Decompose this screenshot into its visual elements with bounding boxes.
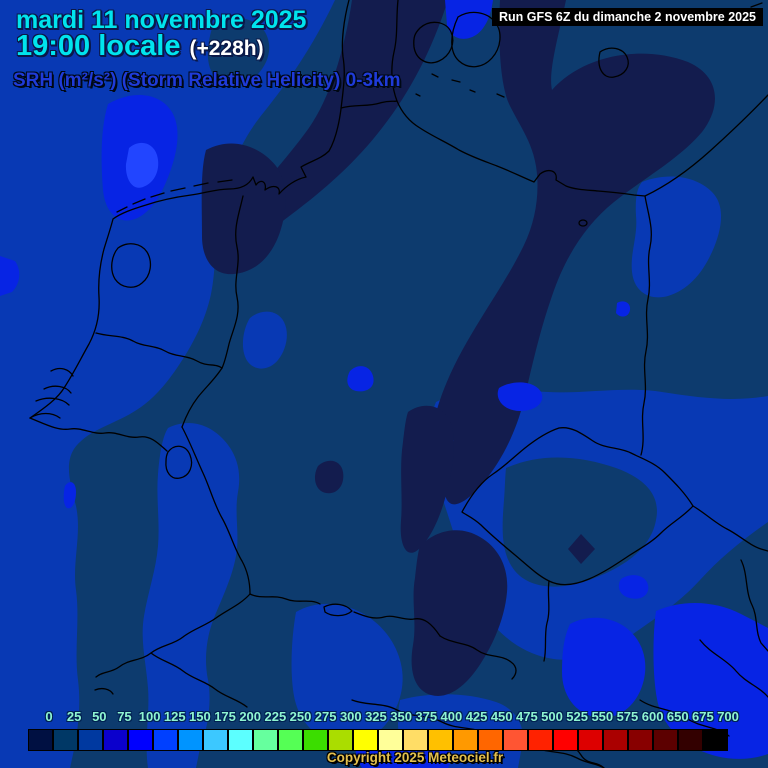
srh-band-0-25 [201, 0, 715, 696]
colorbar-swatch-100 [128, 729, 153, 751]
colorbar-label-250: 250 [289, 709, 312, 724]
forecast-offset: (+228h) [189, 37, 264, 60]
colorbar-swatch-575 [603, 729, 628, 751]
colorbar-swatch-675 [678, 729, 703, 751]
colorbar-label-75: 75 [117, 709, 132, 724]
colorbar-label-500: 500 [541, 709, 563, 724]
islands-and-lakes [29, 2, 763, 695]
colorbar-labels: 0 25 50 75 100 125 150 175 200 225 250 275 300 325 350… [0, 709, 768, 727]
colorbar-swatch-300 [328, 729, 353, 751]
colorbar-swatch-500 [528, 729, 553, 751]
colorbar-swatch-125 [153, 729, 178, 751]
parameter-label: SRH (m²/s²) (Storm Relative Helicity) 0-… [13, 70, 401, 91]
colorbar-label-375: 375 [415, 709, 438, 724]
colorbar-swatch-550 [578, 729, 603, 751]
colorbar-label-425: 425 [465, 709, 488, 724]
colorbar-swatch-200 [228, 729, 253, 751]
colorbar-label-575: 575 [616, 709, 639, 724]
colorbar-swatch-375 [403, 729, 428, 751]
colorbar-swatch-700 [703, 729, 728, 751]
attribution: Copyright 2025 Meteociel.fr [326, 750, 504, 765]
local-time: 19:00 locale [16, 30, 181, 62]
colorbar-swatch-650 [653, 729, 678, 751]
colorbar-swatch-250 [278, 729, 303, 751]
colorbar-label-550: 550 [591, 709, 614, 724]
colorbar-label-275: 275 [314, 709, 337, 724]
colorbar-swatches [28, 729, 728, 751]
colorbar-label-700: 700 [717, 709, 739, 724]
colorbar-swatch-75 [103, 729, 128, 751]
time-title: 19:00 locale (+228h) [16, 30, 264, 63]
colorbar-label-450: 450 [490, 709, 513, 724]
colorbar-swatch-150 [178, 729, 203, 751]
colorbar-label-300: 300 [339, 709, 362, 724]
colorbar-swatch-450 [478, 729, 503, 751]
colorbar-swatch-275 [303, 729, 328, 751]
colorbar-label-225: 225 [264, 709, 287, 724]
coastlines [29, 0, 768, 419]
colorbar-label-525: 525 [566, 709, 588, 724]
colorbar-swatch-400 [428, 729, 453, 751]
colorbar-label-100: 100 [138, 709, 161, 724]
colorbar-swatch-325 [353, 729, 378, 751]
colorbar-swatch-225 [253, 729, 278, 751]
colorbar-swatch-525 [553, 729, 578, 751]
colorbar-swatch-25 [53, 729, 78, 751]
colorbar-label-350: 350 [390, 709, 412, 724]
colorbar-label-400: 400 [440, 709, 463, 724]
colorbar-swatch-425 [453, 729, 478, 751]
colorbar-label-475: 475 [515, 709, 538, 724]
colorbar-label-25: 25 [66, 709, 82, 724]
colorbar-label-675: 675 [692, 709, 714, 724]
colorbar-label-175: 175 [214, 709, 236, 724]
run-info-box: Run GFS 6Z du dimanche 2 novembre 2025 [492, 8, 763, 26]
colorbar-swatch-0 [28, 729, 53, 751]
colorbar-label-150: 150 [189, 709, 211, 724]
srh-band-100-125 [125, 142, 159, 188]
colorbar-label-50: 50 [92, 709, 107, 724]
date-title: mardi 11 novembre 2025 [16, 6, 307, 34]
colorbar-label-325: 325 [365, 709, 387, 724]
colorbar-swatch-475 [503, 729, 528, 751]
colorbar-swatch-175 [203, 729, 228, 751]
run-info-label: Run GFS 6Z du dimanche 2 novembre 2025 [498, 10, 756, 24]
srh-band-25-50-overlays [207, 17, 684, 709]
colorbar-label-125: 125 [163, 709, 186, 724]
colorbar-swatch-350 [378, 729, 403, 751]
colorbar-swatch-50 [78, 729, 103, 751]
colorbar-label-600: 600 [641, 709, 664, 724]
colorbar-label-650: 650 [666, 709, 689, 724]
colorbar-swatch-600 [628, 729, 653, 751]
colorbar-label-200: 200 [239, 709, 262, 724]
colorbar-label-0: 0 [45, 709, 53, 724]
